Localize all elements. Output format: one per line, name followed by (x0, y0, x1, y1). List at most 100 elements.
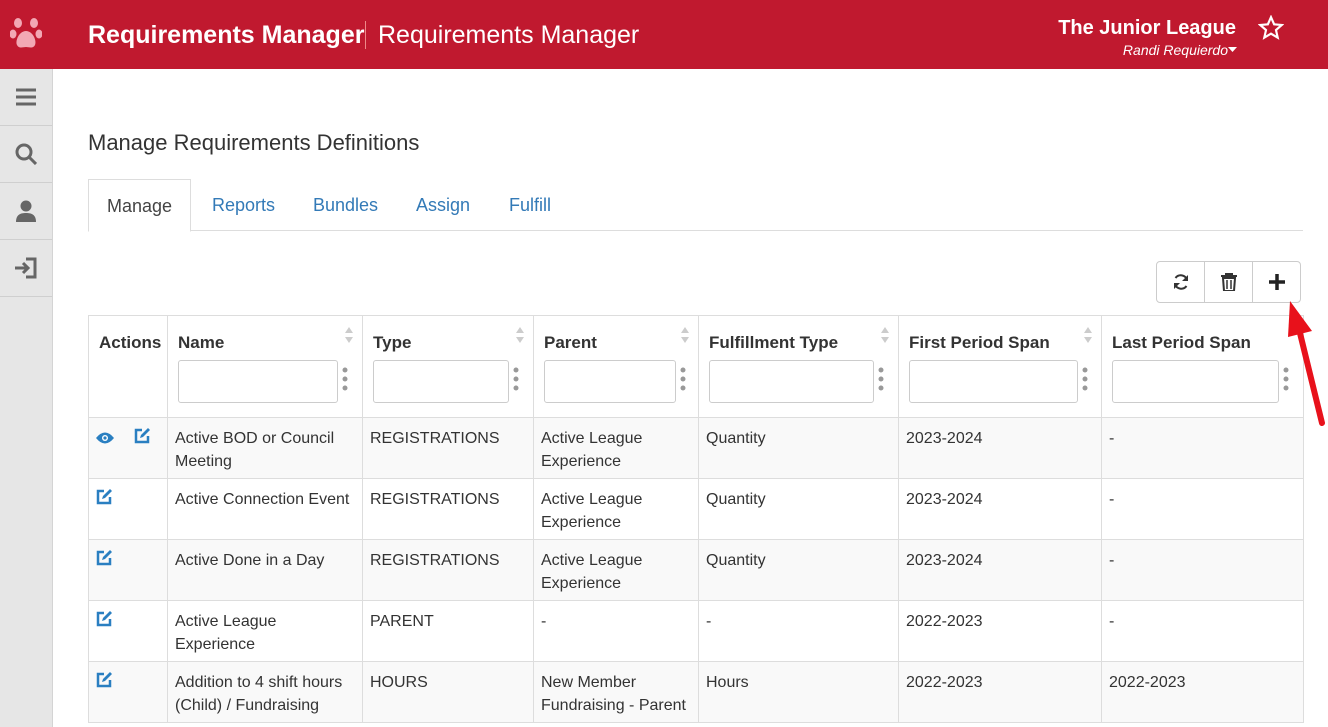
table-cell: Active Connection Event (167, 478, 363, 540)
table-cell: - (1101, 478, 1304, 540)
filter-input[interactable] (178, 360, 338, 403)
table-cell: Addition to 4 shift hours (Child) / Fund… (167, 661, 363, 723)
table-cell: 2022-2023 (1101, 661, 1304, 723)
tab[interactable]: Bundles (313, 195, 379, 215)
table-cell: - (1101, 417, 1304, 479)
table-cell: - (698, 600, 899, 662)
filter-input[interactable] (544, 360, 676, 403)
table-cell: New Member Fundraising - Parent (533, 661, 699, 723)
column-label: Name (178, 333, 225, 352)
table-cell: Quantity (698, 478, 899, 540)
filter-input[interactable] (373, 360, 509, 403)
edit-button[interactable] (95, 488, 113, 513)
table-cell: Active League Experience (533, 417, 699, 479)
column-header: Actions (88, 315, 168, 418)
column-menu[interactable] (513, 367, 519, 396)
table-cell: Active BOD or Council Meeting (167, 417, 363, 479)
actions-cell (88, 539, 168, 601)
column-header: Name (167, 315, 363, 418)
table-cell: - (1101, 539, 1304, 601)
favorite-star[interactable] (1258, 15, 1284, 41)
edit-button[interactable] (95, 671, 113, 696)
table-cell: Quantity (698, 539, 899, 601)
table-cell: - (533, 600, 699, 662)
column-label: Type (373, 333, 412, 352)
logout-button[interactable] (0, 240, 52, 297)
table-cell: Active League Experience (533, 539, 699, 601)
column-menu[interactable] (680, 367, 686, 396)
add-button[interactable] (1252, 261, 1301, 303)
column-header: Parent (533, 315, 699, 418)
table-row: Active League Experience PARENT - -2022-202… (88, 600, 1304, 662)
column-menu[interactable] (878, 367, 884, 396)
sort-icon[interactable] (344, 326, 354, 349)
column-label: Parent (544, 333, 597, 352)
refresh-button[interactable] (1156, 261, 1205, 303)
table-cell: Hours (698, 661, 899, 723)
menu-button[interactable] (0, 69, 52, 126)
table-cell: 2022-2023 (898, 661, 1102, 723)
annotation-arrow (1288, 301, 1325, 426)
column-menu[interactable] (1082, 367, 1088, 396)
table-cell: 2023-2024 (898, 478, 1102, 540)
sidebar (0, 69, 53, 727)
column-menu[interactable] (342, 367, 348, 396)
table-cell: Quantity (698, 417, 899, 479)
column-header: First Period Span (898, 315, 1102, 418)
toolbar (1156, 261, 1301, 303)
filter-input[interactable] (1112, 360, 1279, 403)
edit-button[interactable] (133, 427, 151, 452)
requirements-table: Actions Name Type Parent Fulfillment Type Fir… (88, 315, 1304, 723)
table-cell: Active League Experience (167, 600, 363, 662)
tab[interactable]: Fulfill (509, 195, 552, 215)
table-cell: Active League Experience (533, 478, 699, 540)
page-name: Requirements Manager (378, 21, 640, 49)
table-cell: REGISTRATIONS (362, 539, 534, 601)
column-header: Type (362, 315, 534, 418)
filter-input[interactable] (709, 360, 874, 403)
app-name[interactable]: Requirements Manager (88, 21, 365, 49)
actions-cell (88, 600, 168, 662)
sort-icon[interactable] (515, 326, 525, 349)
table-cell: - (1101, 600, 1304, 662)
table-cell: 2023-2024 (898, 417, 1102, 479)
table-row: Active BOD or Council Meeting REGISTRATIO… (88, 417, 1304, 479)
organization: The Junior League (1058, 17, 1236, 39)
table-cell: HOURS (362, 661, 534, 723)
sort-icon[interactable] (880, 326, 890, 349)
table-cell: Active Done in a Day (167, 539, 363, 601)
search-button[interactable] (0, 126, 52, 183)
top-bar: Requirements Manager Requirements Manage… (0, 0, 1328, 69)
page-title: Manage Requirements Definitions (88, 130, 420, 155)
tab-bar: Manage Reports Bundles Assign Fulfill (88, 179, 1303, 232)
actions-cell (88, 417, 168, 479)
table-cell: PARENT (362, 600, 534, 662)
caret (1228, 47, 1237, 52)
table-cell: REGISTRATIONS (362, 417, 534, 479)
sort-icon[interactable] (1083, 326, 1093, 349)
tab[interactable]: Reports (212, 195, 276, 215)
table-row: Active Done in a Day REGISTRATIONS Active … (88, 539, 1304, 601)
tab[interactable]: Manage (88, 179, 192, 232)
column-label: Fulfillment Type (709, 333, 839, 352)
filter-input[interactable] (909, 360, 1078, 403)
edit-button[interactable] (95, 549, 113, 574)
sort-icon[interactable] (680, 326, 690, 349)
column-header: Last Period Span (1101, 315, 1304, 418)
tab[interactable]: Assign (416, 195, 471, 215)
column-menu[interactable] (1283, 367, 1289, 396)
table-cell: 2022-2023 (898, 600, 1102, 662)
column-label: Last Period Span (1112, 333, 1251, 352)
table-row: Addition to 4 shift hours (Child) / Fund… (88, 661, 1304, 723)
profile-button[interactable] (0, 183, 52, 240)
edit-button[interactable] (95, 610, 113, 635)
view-button[interactable] (95, 429, 115, 452)
table-row: Active Connection Event REGISTRATIONS Acti… (88, 478, 1304, 540)
actions-cell (88, 661, 168, 723)
logo[interactable] (10, 15, 42, 51)
column-header: Fulfillment Type (698, 315, 899, 418)
delete-button[interactable] (1204, 261, 1253, 303)
user-menu[interactable]: Randi Requierdo (1122, 42, 1228, 58)
column-label: First Period Span (909, 333, 1050, 352)
